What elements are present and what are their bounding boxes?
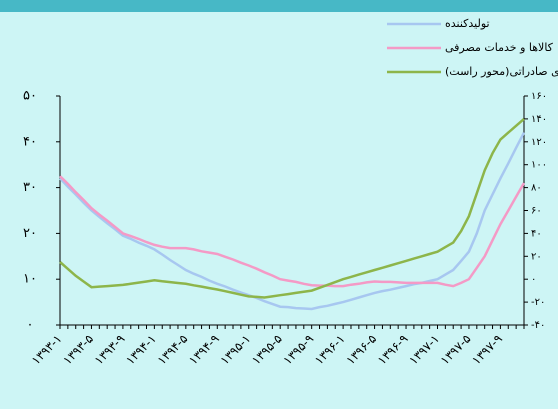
y2-tick-label: ۱۴۰ xyxy=(531,114,547,125)
x-tick-label: ۱۳۹۵-۱ xyxy=(218,332,254,368)
y2-tick-label: ۱۶۰ xyxy=(531,91,547,102)
x-tick-label: ۱۳۹۳-۱ xyxy=(29,332,65,368)
x-tick-label: ۱۳۹۶-۹ xyxy=(375,332,411,368)
x-tick-label: ۱۳۹۳-۵ xyxy=(60,332,96,368)
x-tick-label: ۱۳۹۳-۹ xyxy=(92,332,128,368)
legend-label: تولیدکننده xyxy=(445,17,490,30)
y2-tick-label: ۱۲۰ xyxy=(531,137,547,148)
y-tick-label: ۳۰ xyxy=(23,180,37,195)
x-tick-label: ۱۳۹۴-۱ xyxy=(123,332,159,368)
series-line xyxy=(59,132,526,311)
legend-label: کالاها و خدمات مصرفی xyxy=(445,41,554,54)
y2-tick-label: -۴۰ xyxy=(531,320,545,331)
x-tick-label: ۱۳۹۴-۵ xyxy=(155,332,191,368)
y-tick-label: ۵۰ xyxy=(23,89,37,104)
series-line xyxy=(59,175,526,288)
x-tick-label: ۱۳۹۴-۹ xyxy=(186,332,222,368)
y2-tick-label: -۲۰ xyxy=(531,297,545,308)
x-tick-label: ۱۳۹۶-۵ xyxy=(343,332,379,368)
y2-tick-label: ۶۰ xyxy=(531,206,542,217)
x-tick-label: ۱۳۹۷-۹ xyxy=(469,332,505,368)
y2-tick-label: ۱۰۰ xyxy=(531,160,547,171)
y2-tick-label: ۲۰ xyxy=(531,251,542,262)
y-tick-label: ۰ xyxy=(27,318,34,333)
y2-tick-label: ۴۰ xyxy=(531,228,542,239)
x-tick-label: ۱۳۹۵-۹ xyxy=(281,332,317,368)
y-tick-label: ۱۰ xyxy=(23,272,37,287)
x-tick-label: ۱۳۹۷-۱ xyxy=(406,332,442,368)
y-tick-label: ۲۰ xyxy=(23,226,37,241)
y-tick-label: ۴۰ xyxy=(23,134,37,149)
x-tick-label: ۱۳۹۵-۵ xyxy=(249,332,285,368)
x-tick-label: ۱۳۹۶-۱ xyxy=(312,332,348,368)
top-band xyxy=(0,0,558,12)
legend-label: کالاهای صادراتی(محور راست) xyxy=(445,65,558,78)
series-line xyxy=(59,117,525,299)
y2-tick-label: ۸۰ xyxy=(531,183,542,194)
y2-tick-label: ۰ xyxy=(531,274,536,285)
x-tick-label: ۱۳۹۷-۵ xyxy=(438,332,474,368)
